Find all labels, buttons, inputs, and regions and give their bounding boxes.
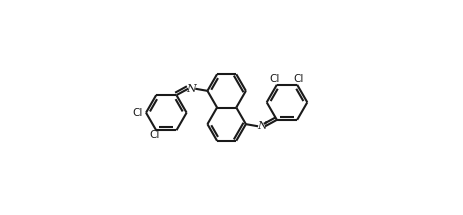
Text: N: N <box>257 121 266 131</box>
Text: Cl: Cl <box>132 108 143 118</box>
Text: N: N <box>186 84 196 94</box>
Text: Cl: Cl <box>149 130 159 140</box>
Text: Cl: Cl <box>269 74 279 84</box>
Text: Cl: Cl <box>293 74 303 84</box>
